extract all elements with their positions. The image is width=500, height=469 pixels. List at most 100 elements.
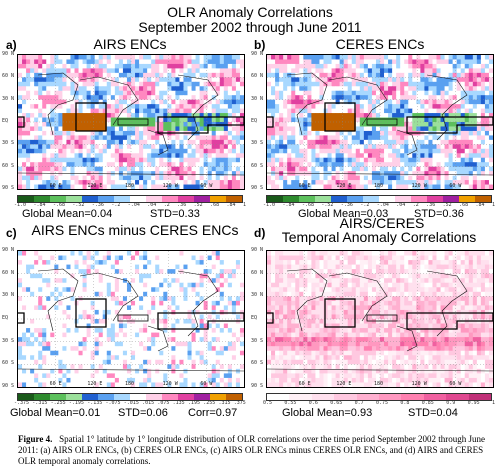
- colorbar-swatch: [283, 196, 299, 202]
- colorbar-swatch: [411, 196, 427, 202]
- map-a: 60 E 120 E 180 120 W 60 W: [17, 54, 245, 190]
- colorbar-tick: .2: [163, 202, 170, 208]
- colorbar-swatch: [299, 196, 315, 202]
- panel-d-title: AIRS/CERES: [339, 215, 425, 231]
- lon-label: 60 E: [50, 381, 62, 387]
- colorbar-swatch: [226, 394, 242, 400]
- colorbar-swatch: [50, 196, 66, 202]
- lat-label: EQ: [2, 118, 9, 124]
- colorbar-swatch: [395, 196, 411, 202]
- colorbar-c-ticks: -.375 -.315 -.255 -.195 -.135 -.075 -.015.015.…: [14, 400, 246, 406]
- coastline-4: [267, 172, 493, 176]
- lon-label: 60 W: [449, 381, 462, 387]
- lat-label: 90 N: [2, 247, 15, 253]
- colorbar-tick: .075: [157, 400, 170, 406]
- colorbar-tick: -.04: [376, 202, 389, 208]
- colorbar-swatch: [130, 196, 146, 202]
- colorbar-tick: 0.7: [354, 400, 364, 406]
- panel-c-corr: Corr=0.97: [188, 407, 238, 419]
- lat-label: 30 N: [251, 292, 264, 299]
- colorbar-tick: -.68: [52, 202, 65, 208]
- panel-d-subtitle: Temporal Anomaly Correlations: [281, 229, 477, 245]
- colorbar-tick: -.68: [301, 202, 314, 208]
- lat-label: 30 S: [2, 140, 15, 147]
- colorbar-tick: .135: [172, 400, 185, 406]
- map-field: [18, 251, 244, 387]
- colorbar-tick: 0.8: [400, 400, 410, 406]
- coastline-4: [267, 368, 493, 372]
- lon-label: 60 E: [299, 381, 311, 387]
- region-box-equatorial: [366, 118, 398, 126]
- colorbar-a: [17, 195, 243, 203]
- figure-subtitle: September 2002 through June 2011: [138, 19, 362, 35]
- region-box-pacific: [157, 116, 244, 134]
- lat-label: 30 S: [251, 337, 264, 344]
- map-d: 60 E 120 E 180 120 W 60 W: [266, 250, 494, 388]
- colorbar-a-ticks: -1.0 -.84 -.68 -.52 -.36 -.2 -.04 .04 .2 .36 .52 .6…: [14, 202, 246, 208]
- caption-text: Spatial 1° latitude by 1° longitude dist…: [18, 434, 485, 466]
- colorbar-swatch: [363, 196, 379, 202]
- colorbar-swatch: [66, 394, 82, 400]
- colorbar-tick: -.2: [360, 202, 370, 208]
- colorbar-swatch: [334, 394, 357, 400]
- lon-label: 180: [125, 381, 134, 387]
- colorbar-swatch: [379, 196, 395, 202]
- region-box-atlantic: [18, 116, 25, 128]
- panel-a-std: STD=0.33: [150, 208, 200, 220]
- lat-label: 90 N: [251, 51, 264, 57]
- lat-label: EQ: [2, 315, 9, 321]
- panel-a-title: AIRS ENCs: [93, 36, 167, 52]
- colorbar-tick: 0.75: [375, 400, 389, 406]
- panel-d-mean: Global Mean=0.93: [282, 407, 373, 419]
- panel-a-mean: Global Mean=0.04: [22, 208, 113, 220]
- colorbar-tick: 0.65: [330, 400, 343, 406]
- colorbar-tick: -1.0: [263, 202, 276, 208]
- panel-b-mean: Global Mean=0.03: [298, 208, 389, 220]
- map-b: 60 E 120 E 180 120 W 60 W: [266, 54, 494, 190]
- colorbar-tick: -.36: [340, 202, 353, 208]
- colorbar-tick: -.84: [33, 202, 46, 208]
- colorbar-tick: .68: [210, 202, 220, 208]
- coastline-4: [18, 172, 244, 176]
- region-box-warm-pool: [75, 102, 107, 132]
- colorbar-swatch: [98, 196, 114, 202]
- region-box-pacific: [406, 116, 493, 134]
- coastline-3: [177, 74, 219, 141]
- coastline-3: [177, 270, 219, 337]
- colorbar-swatch: [468, 394, 492, 400]
- colorbar-swatch: [194, 394, 210, 400]
- lat-label: 60 N: [251, 73, 264, 80]
- lat-label: 90 S: [251, 185, 264, 191]
- panel-d-label: d): [254, 226, 266, 240]
- lat-label: 90 S: [2, 383, 15, 389]
- colorbar-b: [266, 195, 492, 203]
- panel-b-title: CERES ENCs: [335, 36, 425, 52]
- colorbar-tick: 0.6: [308, 400, 318, 406]
- region-box-equatorial: [366, 314, 398, 322]
- region-box-equatorial: [117, 314, 149, 322]
- colorbar-swatch: [311, 394, 335, 400]
- map-field: [267, 251, 493, 387]
- coastline-2: [147, 325, 169, 352]
- panel-b-std: STD=0.36: [414, 208, 464, 220]
- colorbar-swatch: [50, 394, 66, 400]
- colorbar-swatch: [315, 196, 331, 202]
- coastline-0: [37, 268, 79, 332]
- colorbar-swatch: [82, 394, 98, 400]
- lat-label: 30 N: [2, 95, 15, 102]
- lat-label: 60 S: [2, 360, 15, 367]
- colorbar-swatch: [331, 196, 347, 202]
- colorbar-tick: 0.85: [421, 400, 434, 406]
- colorbar-swatch: [427, 196, 443, 202]
- colorbar-tick: -.52: [321, 202, 334, 208]
- region-box-pacific: [157, 312, 244, 330]
- colorbar-tick: .04: [147, 202, 157, 208]
- colorbar-swatch: [423, 394, 447, 400]
- colorbar-tick: -.015: [123, 400, 139, 406]
- colorbar-swatch: [267, 394, 290, 400]
- region-box-pacific: [406, 312, 493, 330]
- coastline-0: [286, 72, 328, 136]
- figure-caption: Figure 4. Spatial 1° latitude by 1° long…: [18, 434, 488, 467]
- coastline-1: [79, 76, 139, 126]
- colorbar-swatch: [178, 196, 194, 202]
